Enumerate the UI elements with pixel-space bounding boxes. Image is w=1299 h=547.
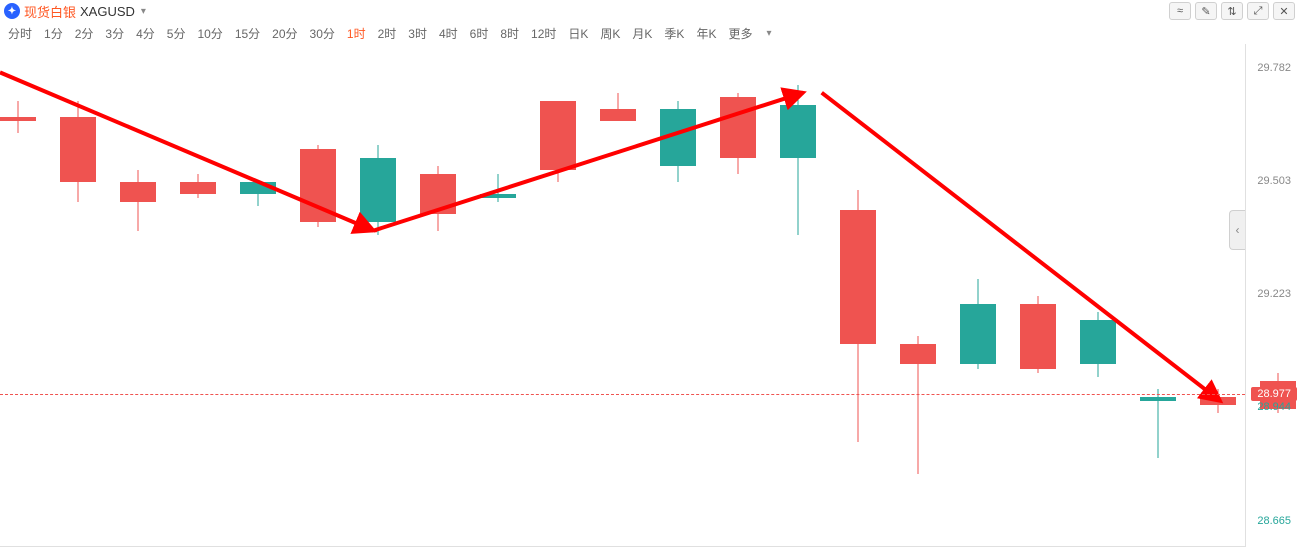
timeframe-option[interactable]: 周K bbox=[600, 25, 620, 42]
candle-body bbox=[300, 149, 336, 222]
candle-body bbox=[1080, 320, 1116, 365]
candle-body bbox=[60, 117, 96, 182]
timeframe-option[interactable]: 4分 bbox=[136, 25, 155, 42]
candle[interactable] bbox=[1140, 44, 1176, 547]
candle-body bbox=[480, 194, 516, 198]
timeframe-option[interactable]: 6时 bbox=[470, 25, 489, 42]
price-axis-label: 29.503 bbox=[1257, 175, 1291, 187]
tool-indicators[interactable]: ≈ bbox=[1169, 2, 1191, 20]
candle-body bbox=[900, 344, 936, 364]
timeframe-option[interactable]: 更多 bbox=[728, 25, 752, 42]
candle[interactable] bbox=[900, 44, 936, 547]
candle-body bbox=[540, 101, 576, 170]
candle[interactable] bbox=[600, 44, 636, 547]
toolbar: ≈✎⇅⤢✕ bbox=[1169, 2, 1295, 20]
price-axis-label: 28.944 bbox=[1257, 401, 1291, 413]
candle[interactable] bbox=[660, 44, 696, 547]
candle-body bbox=[360, 158, 396, 223]
candle[interactable] bbox=[1200, 44, 1236, 547]
timeframe-option[interactable]: 15分 bbox=[235, 25, 260, 42]
tool-compare[interactable]: ⇅ bbox=[1221, 2, 1243, 20]
candle-body bbox=[1020, 304, 1056, 369]
timeframe-option[interactable]: 8时 bbox=[500, 25, 519, 42]
candle[interactable] bbox=[780, 44, 816, 547]
candle[interactable] bbox=[180, 44, 216, 547]
candle-body bbox=[840, 210, 876, 344]
candle[interactable] bbox=[480, 44, 516, 547]
timeframe-option[interactable]: 1分 bbox=[44, 25, 63, 42]
timeframe-option[interactable]: 分时 bbox=[8, 25, 32, 42]
timeframe-bar: 分时 1分 2分 3分 4分 5分 10分 15分 20分 30分 1时 2时 3时 4时 6时 8时 12时日… bbox=[0, 22, 1299, 44]
candle-body bbox=[120, 182, 156, 202]
timeframe-option[interactable]: 季K bbox=[664, 25, 684, 42]
timeframe-option[interactable]: 30分 bbox=[310, 25, 335, 42]
timeframe-option[interactable]: 3时 bbox=[408, 25, 427, 42]
tool-draw[interactable]: ✎ bbox=[1195, 2, 1217, 20]
candle[interactable] bbox=[0, 44, 36, 547]
candle-body bbox=[180, 182, 216, 194]
candle-body bbox=[960, 304, 996, 365]
candle-body bbox=[420, 174, 456, 215]
candle-body bbox=[600, 109, 636, 121]
timeframe-option[interactable]: 2分 bbox=[75, 25, 94, 42]
candle-body bbox=[780, 105, 816, 158]
candle-body bbox=[720, 97, 756, 158]
tool-close[interactable]: ✕ bbox=[1273, 2, 1295, 20]
candle-body bbox=[0, 117, 36, 121]
candle[interactable] bbox=[840, 44, 876, 547]
candle-body bbox=[1140, 397, 1176, 401]
timeframe-option[interactable]: 12时 bbox=[531, 25, 556, 42]
chart-area[interactable] bbox=[0, 44, 1245, 547]
timeframe-option[interactable]: 5分 bbox=[167, 25, 186, 42]
price-axis-label: 29.782 bbox=[1257, 62, 1291, 74]
symbol-name: 现货白银 bbox=[24, 2, 76, 21]
candle[interactable] bbox=[360, 44, 396, 547]
candle[interactable] bbox=[540, 44, 576, 547]
candle[interactable] bbox=[300, 44, 336, 547]
candle[interactable] bbox=[120, 44, 156, 547]
timeframe-option[interactable]: 10分 bbox=[197, 25, 222, 42]
candle[interactable] bbox=[1020, 44, 1056, 547]
timeframe-option[interactable]: 2时 bbox=[378, 25, 397, 42]
price-axis-label: 28.665 bbox=[1257, 515, 1291, 527]
symbol-logo-icon: ✦ bbox=[4, 3, 20, 19]
chevron-left-icon: ‹ bbox=[1236, 223, 1240, 237]
candle[interactable] bbox=[1080, 44, 1116, 547]
timeframe-option[interactable]: 4时 bbox=[439, 25, 458, 42]
candle[interactable] bbox=[240, 44, 276, 547]
expand-panel-button[interactable]: ‹ bbox=[1229, 210, 1245, 250]
timeframe-option[interactable]: 年K bbox=[696, 25, 716, 42]
timeframe-option[interactable]: 日K bbox=[568, 25, 588, 42]
candle[interactable] bbox=[960, 44, 996, 547]
candle[interactable] bbox=[720, 44, 756, 547]
timeframe-option[interactable]: 3分 bbox=[105, 25, 124, 42]
candle-body bbox=[240, 182, 276, 194]
last-price-line bbox=[0, 394, 1245, 395]
symbol-selector[interactable]: ✦ 现货白银 XAGUSD ▾ bbox=[4, 2, 146, 21]
candle-body bbox=[660, 109, 696, 166]
chevron-down-icon: ▾ bbox=[766, 28, 771, 39]
chevron-down-icon: ▾ bbox=[141, 6, 146, 17]
symbol-ticker: XAGUSD bbox=[80, 4, 135, 19]
timeframe-option[interactable]: 月K bbox=[632, 25, 652, 42]
price-axis-label: 29.223 bbox=[1257, 288, 1291, 300]
price-axis[interactable]: 29.782 29.503 29.223 28.944 28.665 28.977 bbox=[1245, 44, 1299, 547]
tool-fullscreen[interactable]: ⤢ bbox=[1247, 2, 1269, 20]
candle[interactable] bbox=[420, 44, 456, 547]
candle[interactable] bbox=[60, 44, 96, 547]
header-bar: ✦ 现货白银 XAGUSD ▾ ≈✎⇅⤢✕ bbox=[0, 0, 1299, 22]
candle-body bbox=[1200, 397, 1236, 405]
timeframe-option[interactable]: 1时 bbox=[347, 25, 366, 42]
timeframe-option[interactable]: 20分 bbox=[272, 25, 297, 42]
last-price-tag: 28.977 bbox=[1251, 387, 1297, 401]
